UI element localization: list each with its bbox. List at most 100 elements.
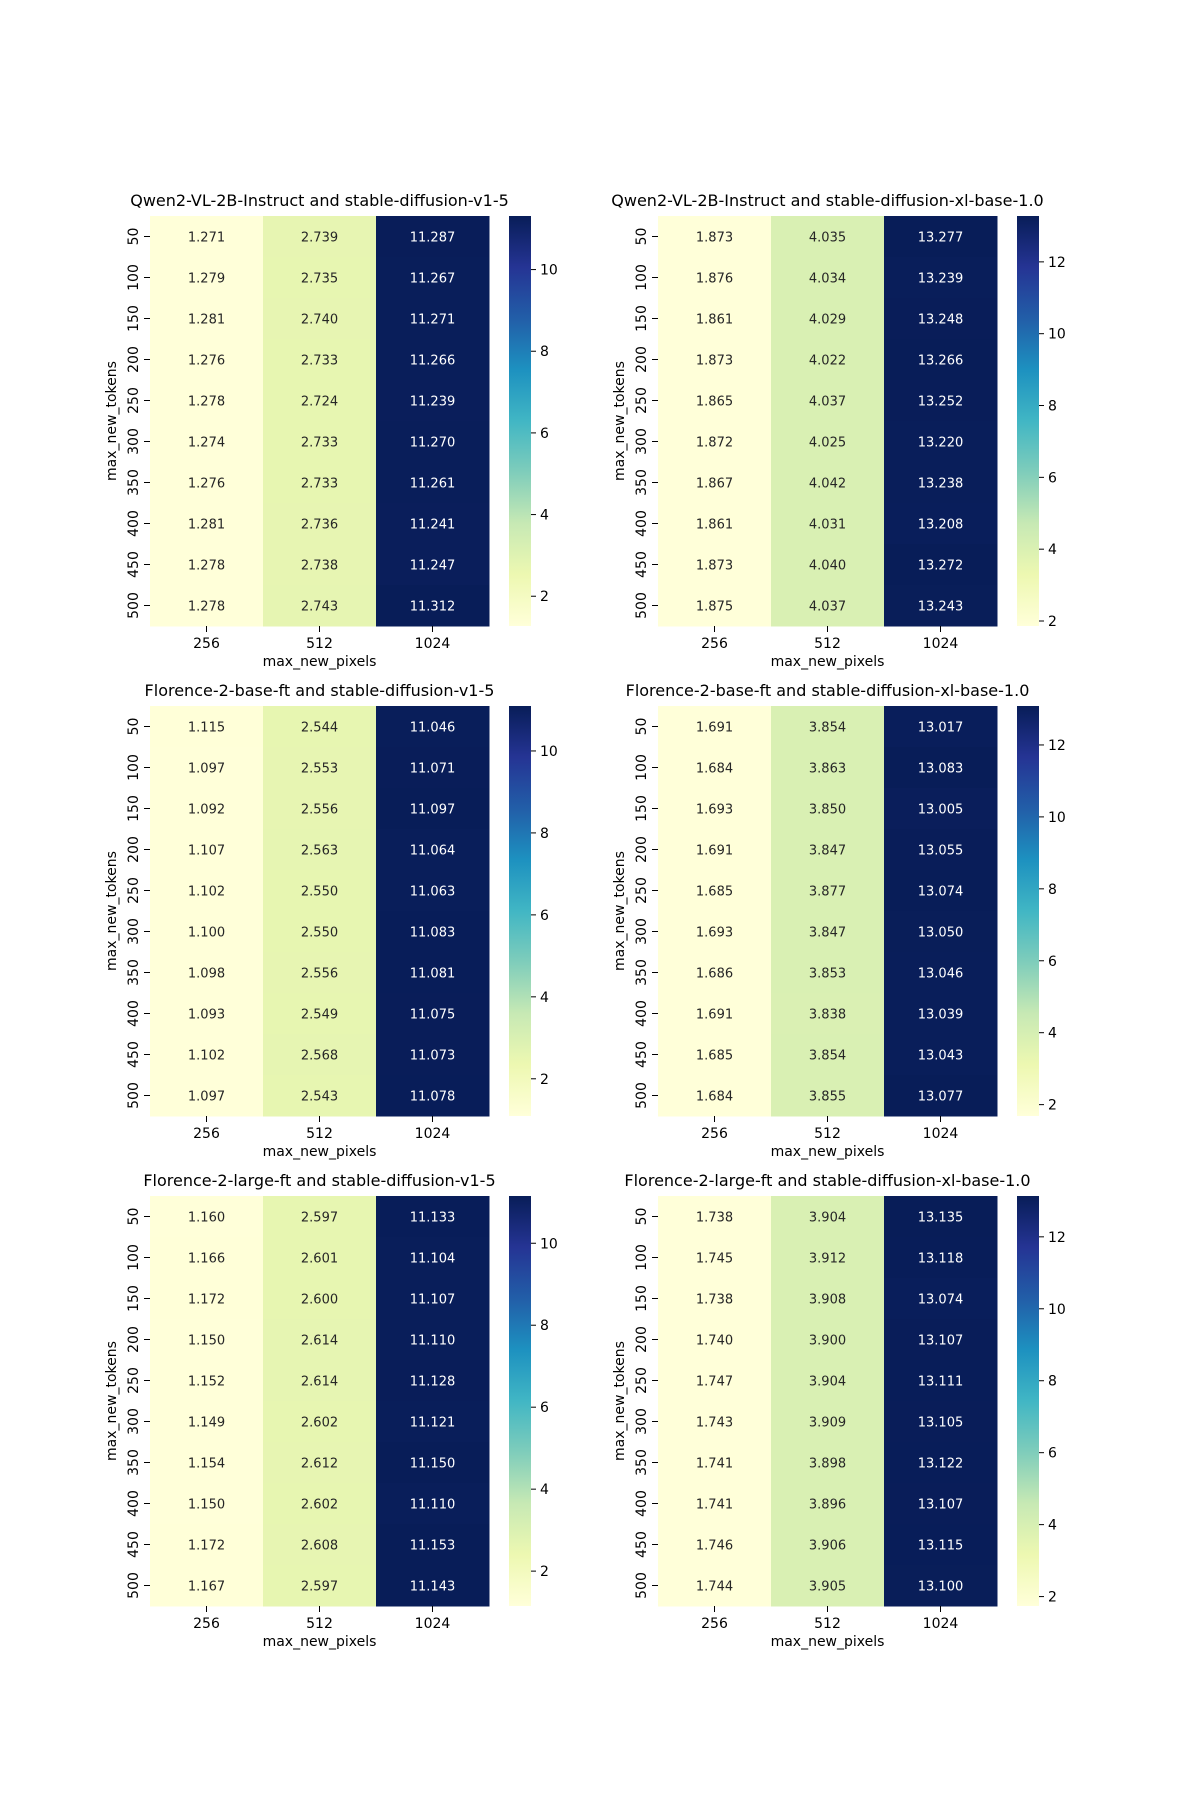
heatmap-cell — [658, 747, 772, 789]
colorbar-tick-label: 12 — [1048, 1230, 1066, 1246]
heatmap-cell — [376, 870, 490, 912]
cell-value-label: 2.553 — [301, 762, 338, 777]
cell-value-label: 2.568 — [301, 1049, 338, 1064]
heatmap-cell — [658, 1360, 772, 1402]
cell-value-label: 2.556 — [301, 967, 338, 982]
heatmap-cell — [771, 788, 885, 830]
chart-title: Florence-2-large-ft and stable-diffusion… — [624, 1171, 1030, 1190]
heatmap-cell — [771, 380, 885, 422]
heatmap-cell — [150, 1278, 264, 1320]
heatmap-cell — [884, 1565, 998, 1607]
x-tick-label: 512 — [814, 1126, 841, 1142]
cell-value-label: 2.597 — [301, 1580, 338, 1595]
cell-value-label: 11.104 — [410, 1252, 456, 1267]
heatmap-cell — [376, 1278, 490, 1320]
heatmap-cell — [884, 1034, 998, 1076]
colorbar-tick-label: 4 — [1048, 1026, 1057, 1042]
heatmap-cell — [263, 544, 377, 586]
colorbar-tick-label: 2 — [1048, 1590, 1057, 1606]
cell-value-label: 13.277 — [918, 231, 964, 246]
cell-value-label: 13.266 — [918, 354, 964, 369]
cell-value-label: 2.549 — [301, 1008, 338, 1023]
y-tick-label: 450 — [126, 551, 142, 578]
x-tick-label: 1024 — [923, 1616, 959, 1632]
cell-value-label: 1.278 — [188, 600, 225, 615]
heatmap-cell — [771, 1034, 885, 1076]
cell-value-label: 1.093 — [188, 1008, 225, 1023]
heatmap-cell — [884, 380, 998, 422]
heatmap-cell — [263, 380, 377, 422]
cell-value-label: 1.271 — [188, 231, 225, 246]
cell-value-label: 11.110 — [410, 1498, 456, 1513]
cell-value-label: 1.102 — [188, 885, 225, 900]
y-tick-label: 350 — [634, 469, 650, 496]
heatmap-cell — [376, 421, 490, 463]
cell-value-label: 11.073 — [410, 1049, 456, 1064]
heatmap-cell — [150, 503, 264, 545]
heatmap-cell — [771, 1565, 885, 1607]
heatmap-cell — [263, 993, 377, 1035]
cell-value-label: 3.854 — [809, 1049, 846, 1064]
heatmap-cell — [884, 1524, 998, 1566]
cell-value-label: 2.739 — [301, 231, 338, 246]
y-axis-label: max_new_tokens — [104, 851, 120, 971]
heatmap-cell — [771, 298, 885, 340]
heatmap-cell — [658, 585, 772, 627]
colorbar — [509, 1196, 531, 1606]
colorbar-tick-label: 8 — [1048, 1374, 1057, 1390]
cell-value-label: 4.022 — [809, 354, 846, 369]
colorbar — [1017, 1196, 1039, 1606]
heatmap-cell — [376, 1360, 490, 1402]
heatmap-cell — [150, 421, 264, 463]
y-tick-label: 250 — [634, 1367, 650, 1394]
cell-value-label: 2.600 — [301, 1293, 338, 1308]
heatmap-cell — [884, 421, 998, 463]
cell-value-label: 1.150 — [188, 1498, 225, 1513]
heatmap-cell — [658, 339, 772, 381]
heatmap-cell — [376, 788, 490, 830]
cell-value-label: 1.738 — [696, 1293, 733, 1308]
heatmap-cell — [771, 216, 885, 258]
cell-value-label: 3.904 — [809, 1211, 846, 1226]
heatmap-cell — [376, 1075, 490, 1117]
heatmap-cell — [658, 544, 772, 586]
heatmap-cell — [376, 503, 490, 545]
heatmap-cell — [150, 870, 264, 912]
heatmap-cell — [263, 1278, 377, 1320]
heatmap-cell — [658, 1524, 772, 1566]
heatmap-cell — [263, 1237, 377, 1279]
heatmap-cell — [658, 1196, 772, 1238]
heatmap-cell — [771, 1524, 885, 1566]
heatmap-cell — [376, 544, 490, 586]
heatmap-cell — [376, 1524, 490, 1566]
x-tick-label: 256 — [701, 1126, 728, 1142]
heatmap-cell — [884, 1278, 998, 1320]
cell-value-label: 1.097 — [188, 762, 225, 777]
heatmap-cell — [771, 257, 885, 299]
y-tick-label: 200 — [634, 1326, 650, 1353]
cell-value-label: 13.074 — [918, 1293, 964, 1308]
heatmap-cell — [150, 257, 264, 299]
heatmap-cell — [771, 952, 885, 994]
heatmap-cell — [658, 952, 772, 994]
cell-value-label: 4.042 — [809, 477, 846, 492]
heatmap-cell — [263, 257, 377, 299]
heatmap-panel-3: Florence-2-base-ft and stable-diffusion-… — [104, 681, 558, 1160]
cell-value-label: 1.167 — [188, 1580, 225, 1595]
cell-value-label: 1.281 — [188, 313, 225, 328]
heatmap-cell — [263, 1319, 377, 1361]
heatmap-cell — [263, 339, 377, 381]
heatmap-cell — [771, 1075, 885, 1117]
heatmap-cell — [376, 1401, 490, 1443]
colorbar-tick-label: 4 — [1048, 542, 1057, 558]
cell-value-label: 11.064 — [410, 844, 456, 859]
x-tick-label: 256 — [193, 1126, 220, 1142]
heatmap-cell — [376, 1196, 490, 1238]
cell-value-label: 3.838 — [809, 1008, 846, 1023]
colorbar-tick-label: 8 — [1048, 399, 1057, 415]
cell-value-label: 1.744 — [696, 1580, 733, 1595]
colorbar-tick-label: 6 — [1048, 470, 1057, 486]
cell-value-label: 1.685 — [696, 885, 733, 900]
heatmap-cell — [150, 1524, 264, 1566]
y-tick-label: 350 — [126, 959, 142, 986]
